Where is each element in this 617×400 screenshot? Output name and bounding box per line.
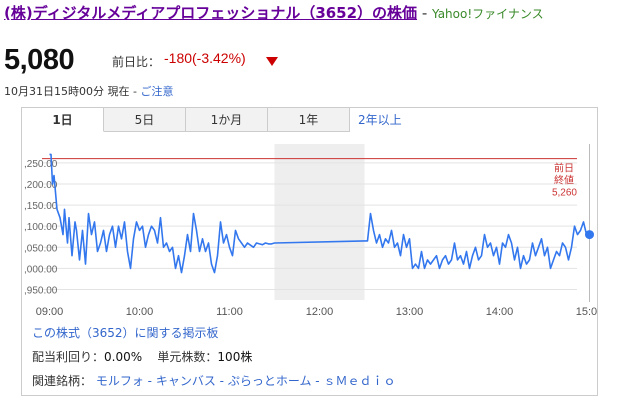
x-tick-label: 13:00 — [396, 306, 424, 318]
y-tick-label: ,250.00 — [24, 159, 58, 170]
site-name: Yahoo!ファイナンス — [432, 7, 544, 21]
prev-close-value: 5,260 — [552, 188, 577, 199]
tab-1year[interactable]: 1年 — [268, 108, 350, 132]
y-tick-label: ,000.00 — [24, 264, 58, 275]
related-separator: - — [311, 374, 324, 388]
x-tick-label: 12:00 — [306, 306, 334, 318]
prev-close-label: 終値 — [554, 174, 574, 187]
intraday-chart: ,250.00 ,200.00 ,150.00 ,100.00 ,050.00 ,000.… — [24, 144, 597, 318]
related-stock-link[interactable]: キャンバス — [155, 374, 216, 388]
prev-close-label: 前日 — [554, 162, 574, 175]
related-stock-link[interactable]: ぷらっとホーム — [227, 374, 312, 388]
period-tabs: 1日 5日 1か月 1年 2年以上 — [22, 108, 597, 133]
tab-5day[interactable]: 5日 — [104, 108, 186, 132]
x-tick-label: 15:00 — [576, 306, 597, 318]
x-tick-label: 11:00 — [216, 306, 243, 318]
current-price: 5,080 — [4, 44, 75, 76]
related-label: 関連銘柄： — [32, 374, 93, 388]
chart-panel: 1日 5日 1か月 1年 2年以上 ,250.00 ,200.00 ,150.00,… — [21, 107, 598, 396]
tab-1month[interactable]: 1か月 — [186, 108, 268, 132]
x-tick-label: 10:00 — [126, 306, 154, 318]
related-separator: - — [215, 374, 228, 388]
timestamp: 10月31日15時00分 現在 — [4, 85, 130, 98]
change-value: -180(-3.42%) — [164, 50, 246, 66]
page-title: (株)ディジタルメディアプロフェッショナル（3652）の株価 - Yahoo!フ… — [4, 3, 614, 24]
stock-title-link[interactable]: (株)ディジタルメディアプロフェッショナル（3652）の株価 — [4, 4, 418, 22]
related-separator: - — [143, 374, 156, 388]
x-tick-label: 09:00 — [36, 306, 64, 318]
unit-shares-value: 100株 — [217, 350, 253, 364]
down-arrow-icon — [266, 57, 278, 66]
lunch-break-shade — [274, 144, 365, 300]
tab-1day[interactable]: 1日 — [22, 108, 104, 132]
y-tick-label: ,200.00 — [24, 180, 58, 191]
timestamp-row: 10月31日15時00分 現在 - ご注意 — [4, 83, 173, 99]
unit-shares-label: 単元株数： — [157, 350, 218, 364]
tab-2years-plus[interactable]: 2年以上 — [358, 113, 402, 127]
dividend-value: 0.00% — [104, 350, 143, 364]
y-tick-label: ,050.00 — [24, 243, 58, 254]
title-separator: - — [417, 4, 433, 22]
timestamp-separator: - — [129, 85, 141, 98]
y-tick-label: ,100.00 — [24, 222, 58, 233]
dividend-label: 配当利回り： — [32, 350, 105, 364]
price-line — [49, 153, 590, 274]
stock-info: この株式（3652）に関する掲示板 配当利回り：0.00% 単元株数：100株 … — [32, 321, 592, 393]
y-tick-label: ,150.00 — [24, 201, 58, 212]
notice-link[interactable]: ご注意 — [140, 85, 174, 98]
related-stock-link[interactable]: モルフォ — [95, 374, 144, 388]
change-label: 前日比： — [112, 55, 161, 69]
related-stocks: 関連銘柄： モルフォ - キャンバス - ぷらっとホーム - ｓＭｅｄｉｏ — [32, 369, 592, 393]
message-board-link[interactable]: この株式（3652）に関する掲示板 — [32, 326, 219, 340]
current-price-dot — [585, 230, 594, 240]
y-tick-label: ,950.00 — [24, 285, 58, 296]
x-tick-label: 14:00 — [486, 306, 514, 318]
related-stock-link[interactable]: ｓＭｅｄｉｏ — [323, 374, 396, 388]
